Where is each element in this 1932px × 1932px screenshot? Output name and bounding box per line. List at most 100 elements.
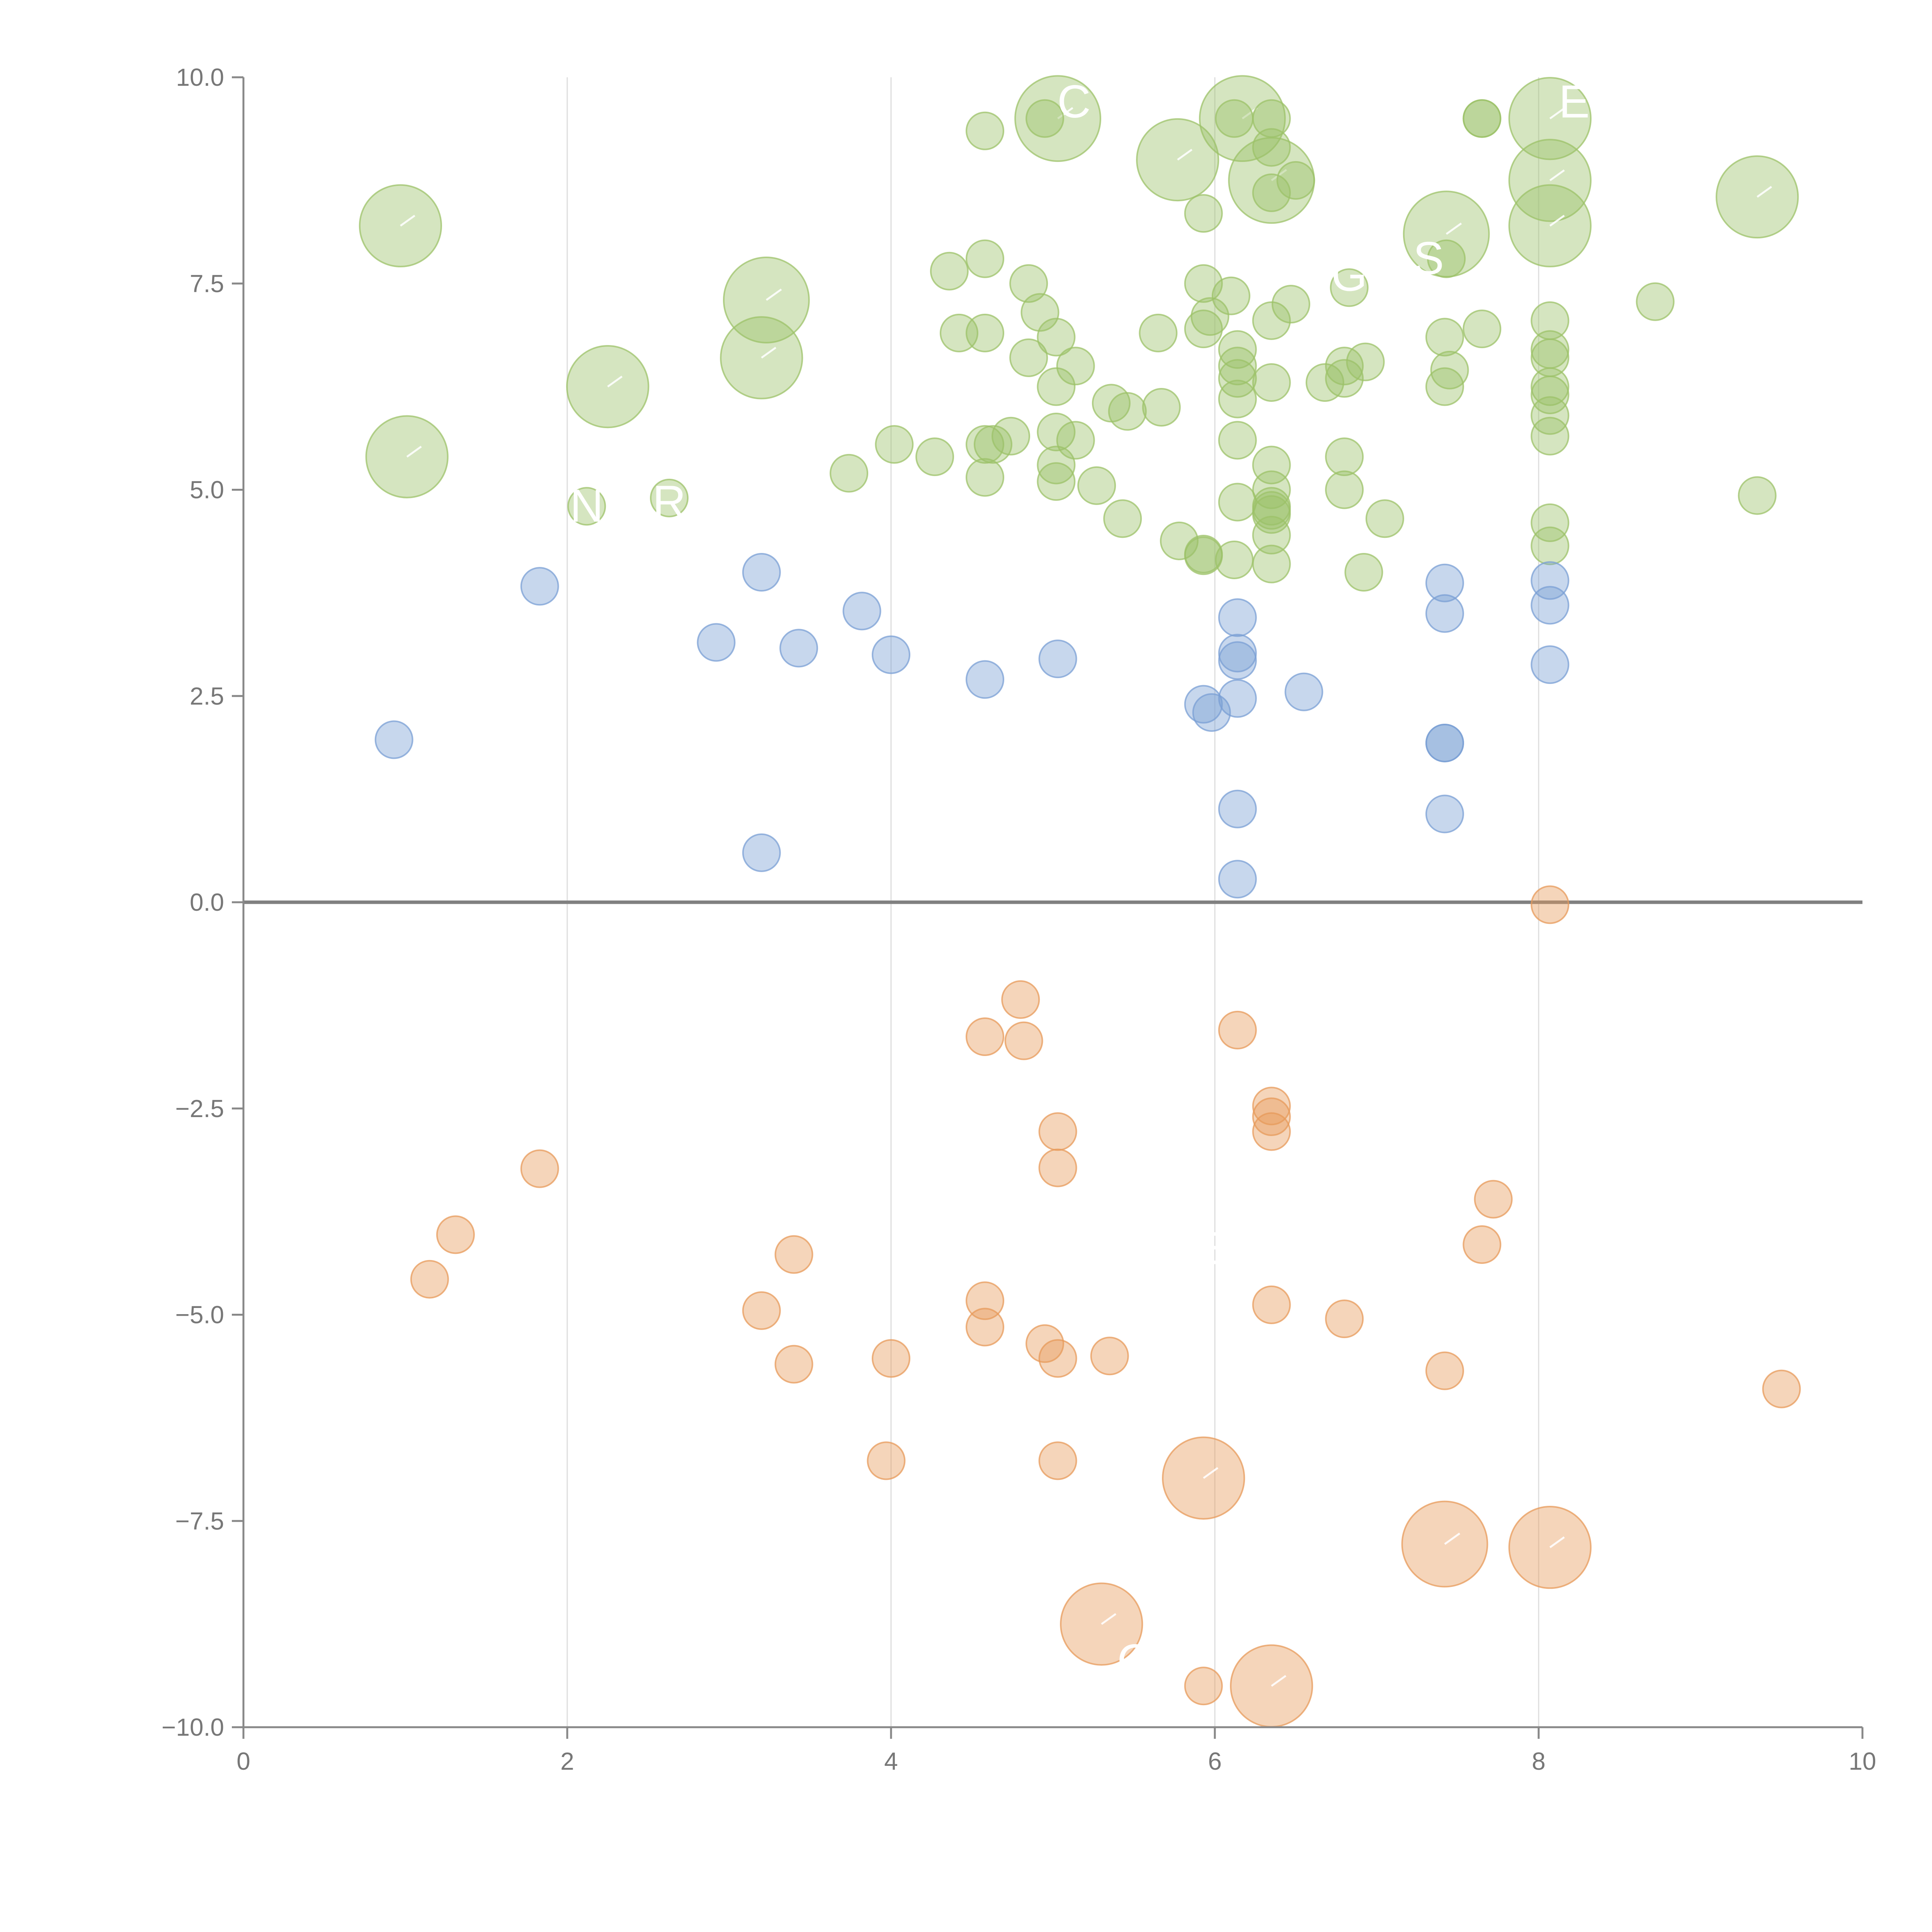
- bubble-blue-2[interactable]: [697, 623, 736, 662]
- bubble-orange-18[interactable]: [1090, 1337, 1129, 1376]
- bubble-green-78[interactable]: [1325, 437, 1364, 476]
- bubble-green-70[interactable]: [1252, 495, 1291, 534]
- bubble-green-18[interactable]: [915, 437, 954, 476]
- bubble-green-41[interactable]: [1108, 392, 1147, 431]
- bubble-green-31[interactable]: [1026, 99, 1065, 138]
- bubble-orange-0[interactable]: [410, 1260, 449, 1299]
- bubble-green-50[interactable]: [1184, 536, 1223, 575]
- bubble-green-38[interactable]: [1056, 421, 1095, 460]
- bubble-blue-15[interactable]: [1218, 679, 1257, 718]
- bubble-green-98[interactable]: [1531, 503, 1570, 542]
- bubble-green-61[interactable]: [1252, 99, 1291, 138]
- bubble-green-80[interactable]: [1330, 268, 1369, 307]
- bubble-green-22[interactable]: [966, 239, 1005, 278]
- bubble-orange-17[interactable]: [1038, 1441, 1077, 1480]
- bubble-green-14[interactable]: [567, 487, 606, 526]
- bubble-orange-1[interactable]: [436, 1215, 475, 1254]
- bubble-green-44[interactable]: [1142, 388, 1181, 427]
- bubble-green-72[interactable]: [1252, 544, 1291, 583]
- bubble-blue-26[interactable]: [1531, 645, 1570, 684]
- bubble-orange-23[interactable]: [1252, 1112, 1291, 1151]
- bubble-green-101[interactable]: [1738, 476, 1777, 515]
- bubble-green-34[interactable]: [1037, 413, 1076, 452]
- bubble-green-82[interactable]: [1344, 553, 1383, 592]
- bubble-green-54[interactable]: [1215, 99, 1254, 138]
- bubble-blue-7[interactable]: [872, 635, 910, 674]
- bubble-orange-7[interactable]: [872, 1339, 910, 1378]
- bubble-green-56[interactable]: [1218, 347, 1257, 386]
- bubble-blue-5[interactable]: [779, 629, 818, 668]
- bubble-blue-23[interactable]: [1425, 794, 1464, 833]
- bubble-green-71[interactable]: [1252, 515, 1291, 554]
- bubble-green-51[interactable]: [1190, 297, 1230, 336]
- bubble-orange-9[interactable]: [966, 1281, 1005, 1320]
- bubble-green-55[interactable]: [1218, 330, 1257, 369]
- bubble-orange-12[interactable]: [1004, 1021, 1043, 1060]
- bubble-green-64[interactable]: [1252, 301, 1291, 340]
- bubble-orange-27[interactable]: [1463, 1225, 1502, 1264]
- bubble-blue-9[interactable]: [1038, 639, 1077, 679]
- bubble-green-39[interactable]: [1077, 466, 1116, 505]
- bubble-orange-22[interactable]: [1252, 1097, 1291, 1136]
- bubble-green-15[interactable]: [650, 478, 689, 517]
- bubble-green-79[interactable]: [1325, 470, 1364, 509]
- bubble-green-26[interactable]: [973, 425, 1012, 464]
- bubble-orange-6[interactable]: [867, 1441, 906, 1480]
- bubble-green-94[interactable]: [1531, 367, 1570, 406]
- bubble-green-90[interactable]: [1463, 310, 1502, 349]
- bubble-green-53[interactable]: [1215, 540, 1254, 579]
- bubble-blue-1[interactable]: [520, 567, 559, 606]
- bubble-green-46[interactable]: [1184, 194, 1223, 233]
- bubble-green-17[interactable]: [875, 425, 914, 464]
- bubble-green-59[interactable]: [1218, 421, 1257, 460]
- bubble-green-75[interactable]: [1305, 363, 1344, 402]
- bubble-orange-30[interactable]: [1762, 1369, 1801, 1408]
- bubble-orange-8[interactable]: [966, 1017, 1005, 1056]
- bubble-green-58[interactable]: [1218, 379, 1257, 418]
- bubble-orange-20[interactable]: [1218, 1010, 1257, 1049]
- bubble-green-29[interactable]: [1009, 338, 1048, 377]
- bubble-blue-0[interactable]: [374, 720, 413, 759]
- bubble-green-87[interactable]: [1430, 350, 1469, 389]
- bubble-orange-16[interactable]: [1038, 1339, 1077, 1378]
- bubble-orange-24[interactable]: [1252, 1285, 1291, 1324]
- bubble-blue-10[interactable]: [1184, 685, 1223, 724]
- bubble-orange-19[interactable]: [1184, 1667, 1223, 1706]
- bubble-orange-5[interactable]: [774, 1345, 813, 1384]
- bubble-green-63[interactable]: [1252, 173, 1291, 212]
- bubble-green-57[interactable]: [1218, 359, 1257, 398]
- bubble-green-30[interactable]: [1020, 293, 1060, 332]
- bubble-green-85[interactable]: [1425, 367, 1464, 406]
- bubble-green-45[interactable]: [1160, 521, 1199, 560]
- bubble-green-97[interactable]: [1531, 417, 1570, 456]
- bubble-green-52[interactable]: [1211, 276, 1250, 315]
- bubble-orange-26[interactable]: [1425, 1351, 1464, 1390]
- bubble-green-84[interactable]: [1425, 318, 1464, 357]
- bubble-green-48[interactable]: [1184, 310, 1223, 349]
- bubble-green-60[interactable]: [1218, 483, 1257, 522]
- bubble-green-25[interactable]: [966, 458, 1005, 497]
- bubble-green-23[interactable]: [966, 313, 1005, 352]
- bubble-orange-13[interactable]: [1026, 1324, 1065, 1363]
- bubble-orange-3[interactable]: [742, 1291, 781, 1330]
- bubble-green-42[interactable]: [1103, 499, 1142, 538]
- bubble-blue-19[interactable]: [1425, 563, 1464, 602]
- bubble-green-81[interactable]: [1346, 342, 1385, 381]
- bubble-blue-8[interactable]: [966, 660, 1005, 699]
- bubble-blue-12[interactable]: [1218, 598, 1257, 637]
- bubble-orange-25[interactable]: [1325, 1299, 1364, 1338]
- bubble-green-19[interactable]: [930, 252, 969, 291]
- bubble-green-28[interactable]: [1009, 264, 1048, 303]
- bubble-green-73[interactable]: [1271, 285, 1310, 324]
- bubble-green-24[interactable]: [966, 425, 1005, 464]
- bubble-green-27[interactable]: [992, 417, 1031, 456]
- bubble-green-43[interactable]: [1139, 313, 1178, 352]
- bubble-orange-34[interactable]: [1401, 1500, 1488, 1588]
- bubble-green-99[interactable]: [1531, 526, 1570, 565]
- bubble-blue-17[interactable]: [1218, 860, 1257, 899]
- bubble-blue-22[interactable]: [1425, 723, 1464, 762]
- bubble-green-16[interactable]: [830, 454, 869, 493]
- bubble-blue-20[interactable]: [1425, 594, 1464, 633]
- bubble-blue-11[interactable]: [1192, 693, 1231, 732]
- bubble-green-21[interactable]: [966, 111, 1005, 150]
